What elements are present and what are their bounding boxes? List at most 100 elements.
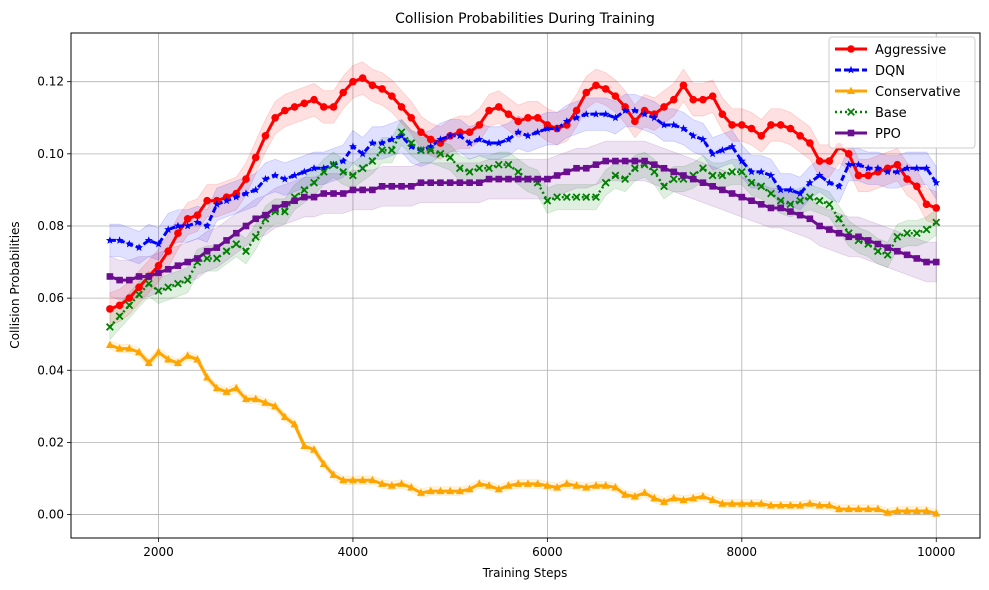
dqn-point	[358, 149, 367, 158]
aggressive-point	[669, 95, 678, 104]
conservative-point	[582, 483, 591, 491]
base-point	[183, 276, 192, 285]
ppo-point	[126, 276, 133, 284]
dqn-point	[446, 131, 455, 140]
dqn-point	[805, 178, 814, 187]
base-point	[475, 164, 484, 173]
base-point	[232, 240, 241, 248]
base-point	[757, 182, 766, 191]
conservative-point	[397, 479, 406, 487]
ppo-point	[582, 164, 590, 172]
base-point	[825, 200, 834, 209]
conservative-point	[144, 358, 153, 367]
legend-dqn-label: DQN	[875, 64, 905, 79]
dqn-point	[883, 167, 892, 176]
ppo-point	[174, 262, 182, 269]
aggressive-point	[106, 305, 114, 313]
aggressive-point	[757, 132, 766, 140]
conservative-point	[222, 387, 231, 395]
base-point	[455, 164, 464, 173]
conservative-point	[105, 340, 114, 349]
conservative-point	[912, 506, 921, 514]
ppo-point	[417, 179, 425, 186]
dqn-point	[912, 164, 921, 172]
conservative-point	[757, 499, 766, 507]
plot-frame	[70, 32, 981, 539]
ppo-point	[213, 244, 221, 251]
aggressive-point	[582, 88, 591, 97]
ppo-point	[203, 247, 211, 255]
dqn-point	[212, 200, 221, 208]
ppo-point	[845, 233, 853, 241]
dqn-point	[222, 196, 231, 205]
conservative-point	[271, 401, 280, 410]
dqn-point	[173, 221, 182, 230]
dqn-point	[203, 221, 212, 230]
aggressive-point	[125, 294, 134, 302]
ppo-point	[437, 179, 444, 186]
base-point	[485, 164, 493, 173]
conservative-point	[854, 504, 863, 513]
x-tick-label: 4000	[338, 545, 369, 559]
base-point	[708, 171, 717, 180]
conservative-point	[290, 419, 299, 428]
legend-base-label: Base	[875, 106, 907, 121]
conservative-point	[135, 347, 144, 356]
conservative-point	[679, 495, 688, 504]
ppo-point	[281, 201, 289, 208]
dqn-point	[611, 113, 620, 122]
aggressive-point	[388, 92, 396, 100]
conservative-point	[251, 394, 260, 403]
ppo-point	[757, 201, 765, 208]
dqn-point	[261, 174, 270, 183]
base-point	[835, 214, 843, 223]
dqn-point	[407, 142, 416, 151]
dqn-point	[387, 135, 396, 143]
conservative-point	[844, 504, 853, 513]
base-point	[125, 301, 134, 310]
base-point	[562, 193, 571, 202]
aggressive-point	[261, 132, 270, 140]
dqn-point	[135, 243, 144, 252]
conservative-point	[339, 475, 348, 484]
dqn-point	[144, 236, 153, 244]
ppo-point	[456, 179, 464, 186]
ppo-point	[592, 161, 600, 168]
dqn-point	[115, 236, 124, 244]
conservative-point	[553, 483, 562, 491]
y-tick-label: 0.02	[37, 435, 64, 449]
conservative-point	[280, 412, 289, 421]
ppo-point	[505, 175, 512, 183]
base-point	[718, 171, 727, 180]
ppo-point	[709, 183, 716, 190]
dqn-point	[582, 109, 591, 118]
dqn-point	[319, 164, 328, 172]
conservative-point	[728, 499, 737, 507]
ppo-point	[135, 273, 143, 280]
ppo-point	[903, 251, 911, 259]
ppo-point	[553, 172, 561, 179]
base-point	[630, 164, 639, 173]
base-point	[339, 167, 348, 176]
ppo-point	[874, 240, 882, 248]
aggressive-point	[776, 121, 785, 129]
conservative-point	[922, 506, 931, 514]
dqn-point	[679, 124, 688, 132]
ppo-point	[106, 273, 114, 280]
aggressive-point	[864, 171, 872, 180]
dqn-point	[485, 138, 494, 147]
dqn-point	[903, 164, 912, 172]
aggressive-point	[660, 103, 668, 111]
aggressive-point	[815, 157, 824, 165]
conservative-point	[893, 506, 902, 514]
conservative-point	[494, 484, 503, 493]
x-tick-label: 10000	[917, 545, 955, 559]
dqn-point	[630, 106, 639, 114]
conservative-point	[825, 501, 834, 509]
dqn-point	[232, 192, 241, 201]
base-point	[358, 164, 367, 173]
base-point	[310, 178, 318, 187]
dqn-point	[543, 124, 552, 132]
ppo-point	[826, 226, 833, 233]
y-axis-ticks: 0.00 0.02 0.04 0.06 0.08 0.10 0.12	[37, 75, 71, 522]
